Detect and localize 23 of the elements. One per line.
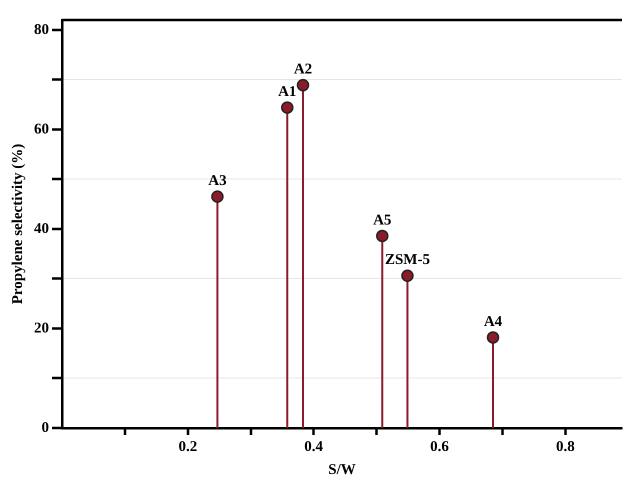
annotation: A5 <box>373 212 392 228</box>
y-tick-label: 60 <box>34 121 49 138</box>
x-tick-label: 0.4 <box>304 438 324 455</box>
x-tick-label: 0.6 <box>430 438 450 455</box>
y-tick-label: 20 <box>34 320 49 336</box>
point <box>486 331 500 344</box>
y-tick-label: 80 <box>34 22 49 38</box>
x-axis-title: S/W <box>328 462 356 478</box>
point <box>281 101 294 114</box>
point <box>376 230 389 242</box>
x-tick-label: 0.8 <box>556 438 575 455</box>
y-axis-title: Propylene selectivity (%) <box>10 144 26 304</box>
point <box>296 78 310 92</box>
annotation: A1 <box>278 84 296 100</box>
y-tick-label: 0 <box>42 420 49 436</box>
point <box>401 269 414 282</box>
x-tick-label: 0.2 <box>178 438 198 455</box>
y-tick-label: 40 <box>34 220 49 237</box>
annotation: A3 <box>208 173 227 190</box>
annotation: A4 <box>484 314 503 330</box>
annotation: A2 <box>294 62 312 78</box>
point <box>211 190 224 203</box>
annotation: ZSM-5 <box>384 252 430 268</box>
